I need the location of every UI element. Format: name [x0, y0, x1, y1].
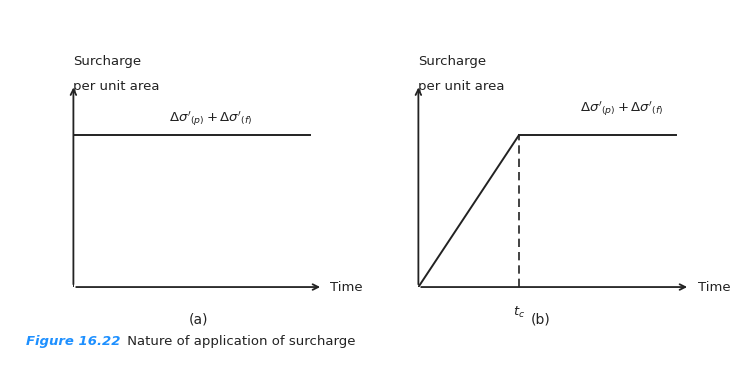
Text: per unit area: per unit area: [418, 80, 505, 93]
Text: (a): (a): [189, 312, 208, 326]
Text: Surcharge: Surcharge: [73, 56, 142, 68]
Text: $\Delta\sigma'_{(p)} + \Delta\sigma'_{(f)}$: $\Delta\sigma'_{(p)} + \Delta\sigma'_{(f…: [169, 110, 252, 128]
Text: per unit area: per unit area: [73, 80, 160, 93]
Text: Time: Time: [698, 280, 731, 294]
Text: Figure 16.22: Figure 16.22: [26, 335, 120, 348]
Text: (b): (b): [531, 312, 550, 326]
Text: $\Delta\sigma'_{(p)} + \Delta\sigma'_{(f)}$: $\Delta\sigma'_{(p)} + \Delta\sigma'_{(f…: [581, 100, 664, 118]
Text: $t_c$: $t_c$: [513, 305, 525, 321]
Text: Nature of application of surcharge: Nature of application of surcharge: [123, 335, 356, 348]
Text: Surcharge: Surcharge: [418, 56, 487, 68]
Text: Time: Time: [330, 280, 363, 294]
